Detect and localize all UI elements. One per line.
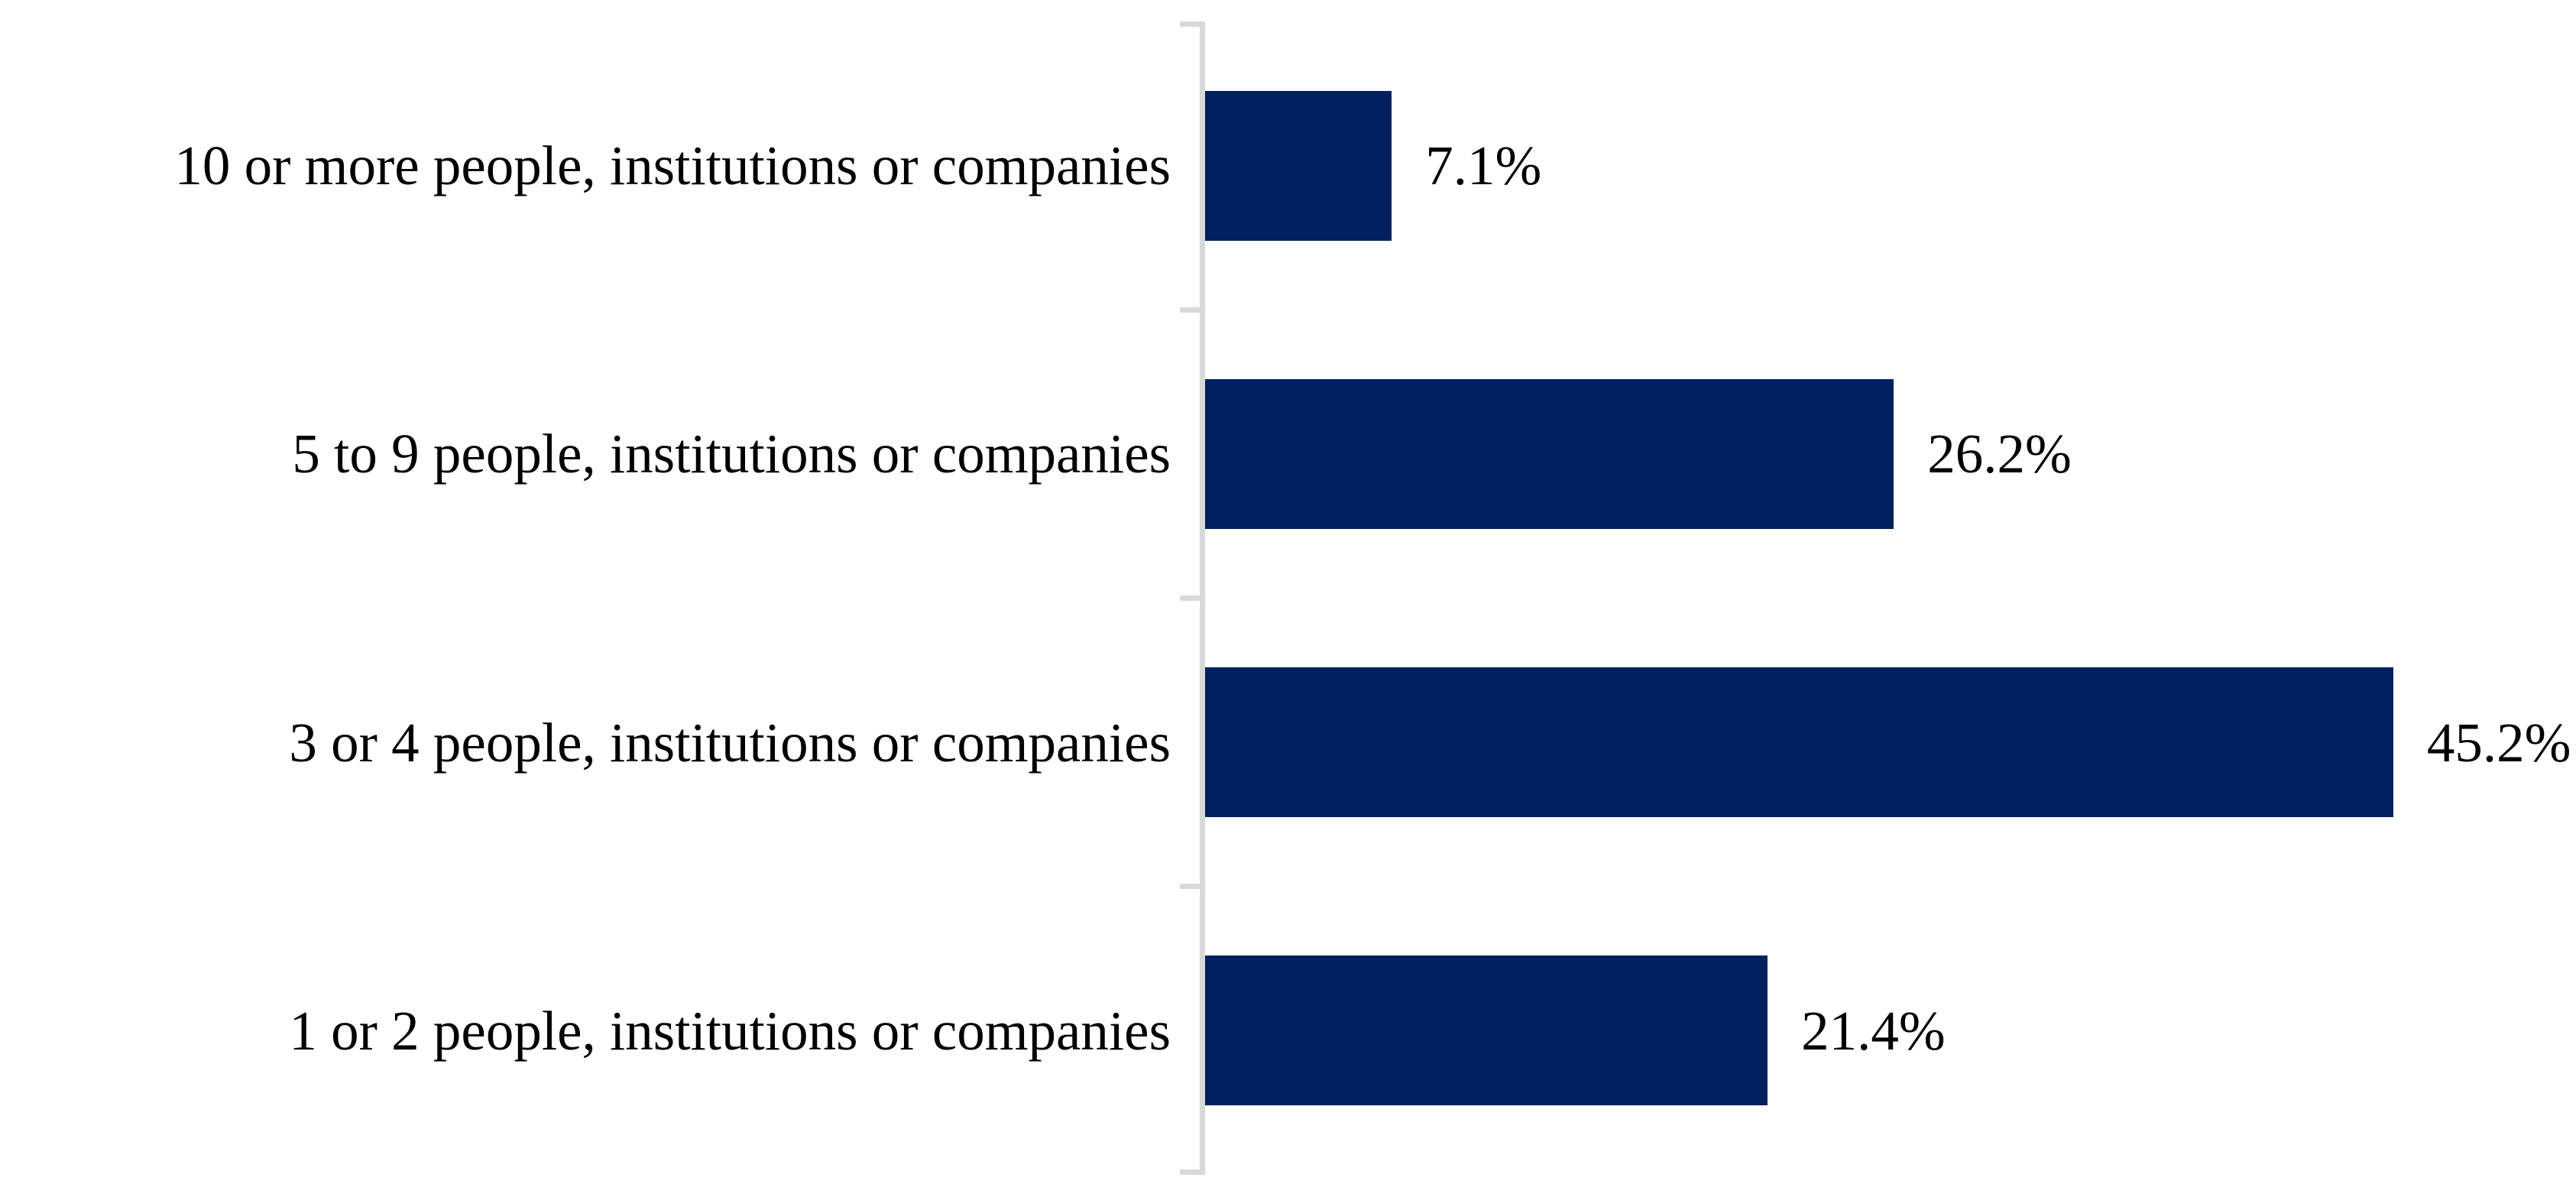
axis-tick (1180, 595, 1201, 601)
axis-tick (1180, 21, 1201, 27)
bar (1205, 956, 1768, 1106)
bar-row: 3 or 4 people, institutions or companies… (0, 599, 2576, 887)
bar (1205, 90, 1392, 241)
bar (1205, 667, 2393, 817)
value-label: 21.4% (1801, 999, 1946, 1062)
bar (1205, 378, 1894, 529)
bar-row: 10 or more people, institutions or compa… (0, 21, 2576, 310)
value-label: 45.2% (2426, 711, 2571, 774)
axis-tick (1180, 307, 1201, 313)
bar-row: 1 or 2 people, institutions or companies… (0, 887, 2576, 1175)
axis-tick (1180, 884, 1201, 889)
category-label: 1 or 2 people, institutions or companies (289, 999, 1171, 1062)
value-label: 26.2% (1927, 423, 2072, 485)
category-axis-line (1200, 21, 1205, 1175)
bar-row: 5 to 9 people, institutions or companies… (0, 310, 2576, 598)
value-label: 7.1% (1425, 135, 1542, 196)
category-label: 3 or 4 people, institutions or companies (289, 711, 1171, 774)
axis-tick (1180, 1170, 1201, 1175)
category-label: 10 or more people, institutions or compa… (174, 135, 1171, 196)
category-label: 5 to 9 people, institutions or companies (292, 423, 1171, 485)
